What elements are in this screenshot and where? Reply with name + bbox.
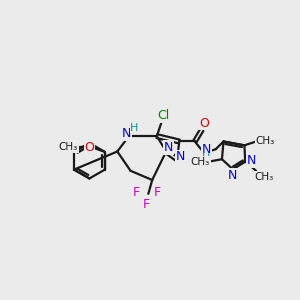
Text: CH₃: CH₃ bbox=[256, 136, 275, 146]
Text: N: N bbox=[247, 154, 256, 167]
Text: H: H bbox=[130, 123, 139, 133]
Text: CH₃: CH₃ bbox=[254, 172, 273, 182]
Text: O: O bbox=[199, 116, 209, 130]
Text: N: N bbox=[122, 127, 131, 140]
Text: F: F bbox=[154, 186, 161, 199]
Text: N: N bbox=[202, 143, 211, 157]
Text: H: H bbox=[202, 153, 211, 164]
Text: Cl: Cl bbox=[157, 109, 169, 122]
Text: CH₃: CH₃ bbox=[190, 157, 210, 166]
Text: O: O bbox=[84, 141, 94, 154]
Text: N: N bbox=[164, 141, 173, 154]
Text: CH₃: CH₃ bbox=[59, 142, 78, 152]
Text: F: F bbox=[132, 186, 140, 199]
Text: N: N bbox=[176, 150, 186, 164]
Text: F: F bbox=[143, 198, 150, 211]
Text: N: N bbox=[227, 169, 237, 182]
